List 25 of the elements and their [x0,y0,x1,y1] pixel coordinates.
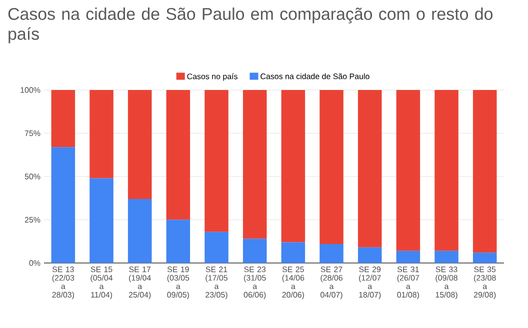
bar [358,247,382,263]
bar [434,250,458,263]
bar [242,90,267,239]
bar [472,90,497,253]
bar [396,90,420,251]
bar [128,90,152,199]
bar [90,178,114,263]
bar [204,90,228,232]
bar [434,90,458,251]
bar [320,244,344,263]
bar [166,90,190,220]
bar [204,232,228,263]
bar [242,238,267,263]
bar [396,250,420,263]
bar [128,198,152,263]
bar [472,252,497,263]
bar [281,242,306,263]
bar [320,90,344,244]
bar [281,90,306,242]
bar [358,90,382,248]
bar [90,90,114,178]
bar [166,220,190,263]
bar [51,147,76,263]
bar [51,90,76,148]
chart-title: Casos na cidade de São Paulo em comparação com o resto do país [8,8,492,44]
